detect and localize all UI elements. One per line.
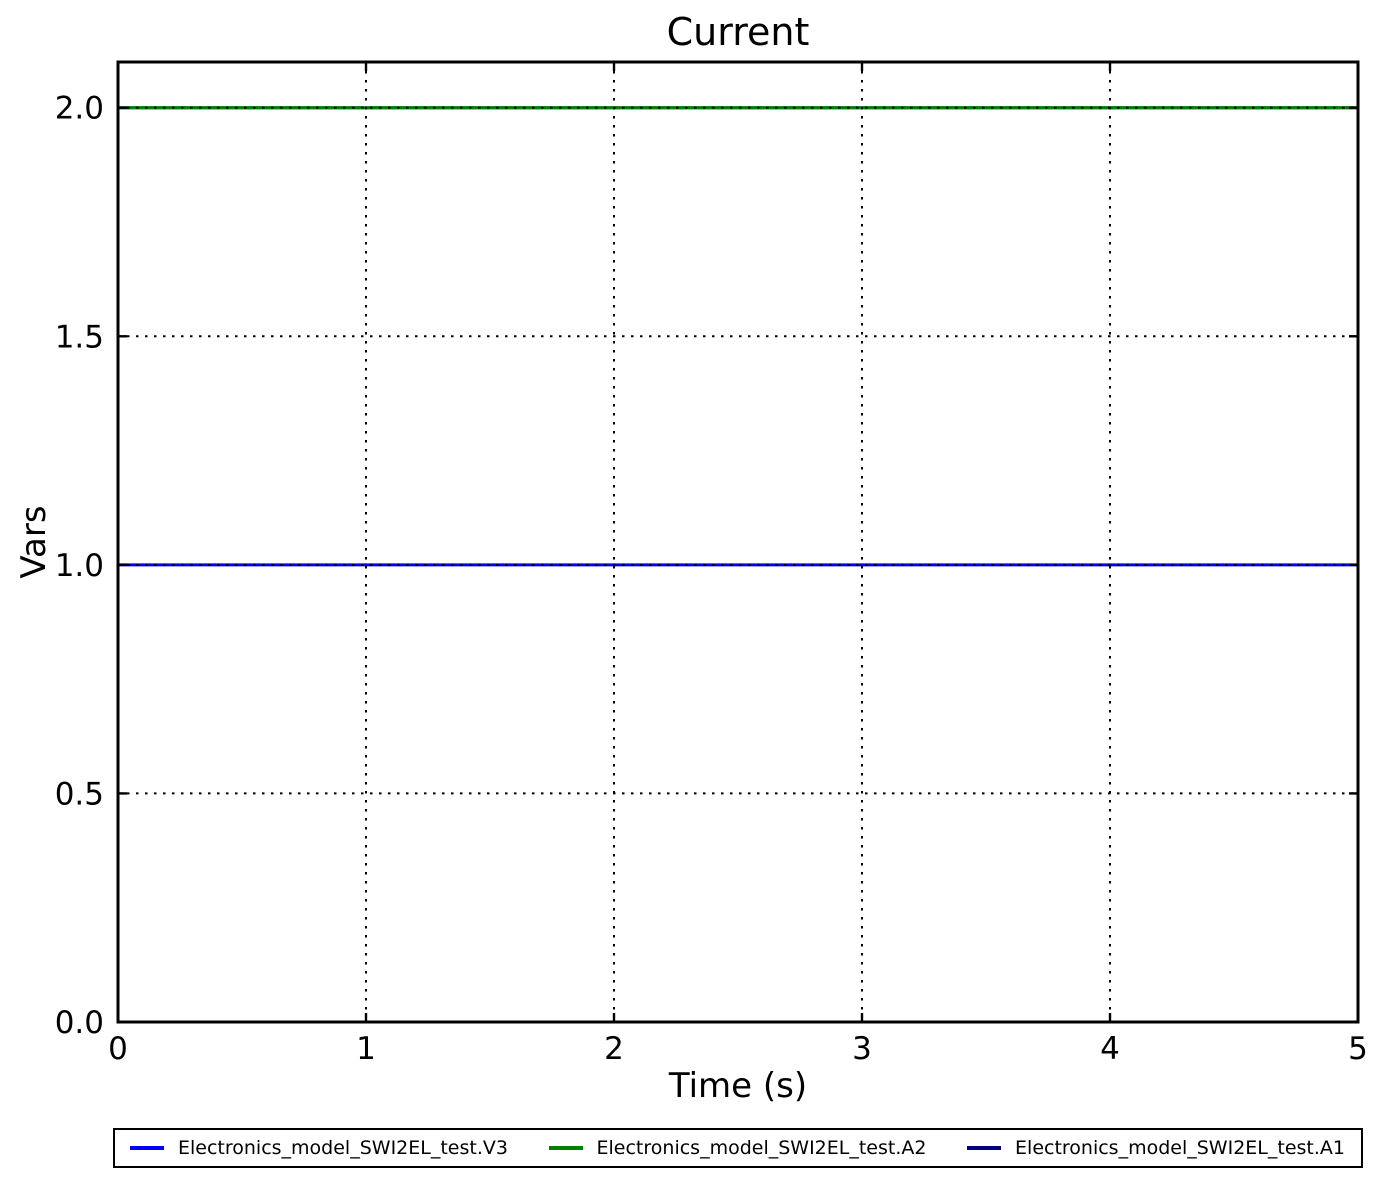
y-tick-label: 1.0 [55,548,104,584]
y-tick-label: 0.0 [55,1005,104,1041]
legend-color-swatch [130,1146,164,1150]
axis-ticks [116,62,1360,1024]
y-tick-label: 0.5 [55,776,104,812]
plot-border [116,60,1360,1024]
chart-title: Current [666,10,810,54]
legend-color-swatch [967,1146,1002,1150]
y-tick-label: 1.5 [55,319,104,355]
x-tick-label: 5 [1348,1031,1368,1067]
legend: Electronics_model_SWI2EL_test.V3 Electron… [113,1128,1363,1168]
x-tick-label: 2 [604,1031,624,1067]
x-tick-label: 4 [1100,1031,1120,1067]
series-lines [118,106,1358,567]
legend-label: Electronics_model_SWI2EL_test.V3 [178,1137,508,1159]
x-tick-label: 0 [108,1031,128,1067]
legend-color-swatch [548,1146,583,1150]
x-axis-label: Time (s) [668,1066,808,1106]
x-tick-label: 1 [356,1031,376,1067]
legend-item: Electronics_model_SWI2EL_test.A1 [967,1137,1345,1159]
legend-item: Electronics_model_SWI2EL_test.V3 [130,1137,508,1159]
y-tick-labels: 0.0 0.5 1.0 1.5 2.0 [55,91,104,1041]
gridlines [118,62,1358,1022]
y-tick-label: 2.0 [55,91,104,127]
x-tick-labels: 0 1 2 3 4 5 [108,1031,1368,1067]
legend-label: Electronics_model_SWI2EL_test.A2 [596,1137,927,1159]
legend-item: Electronics_model_SWI2EL_test.A2 [548,1137,927,1159]
legend-label: Electronics_model_SWI2EL_test.A1 [1015,1137,1345,1159]
x-tick-label: 3 [852,1031,872,1067]
